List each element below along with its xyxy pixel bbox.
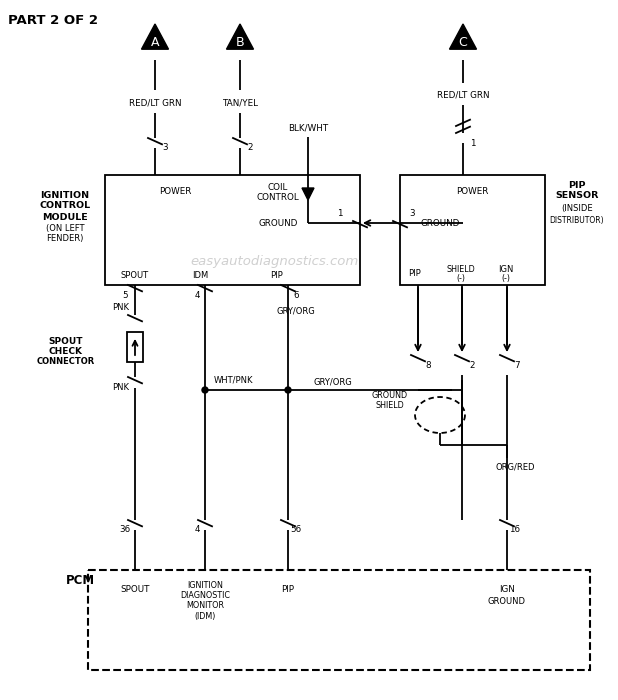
Text: BLK/WHT: BLK/WHT [288,123,328,132]
Text: (-): (-) [457,274,465,284]
Text: 4: 4 [194,290,200,300]
Bar [105,175,360,285]
Text: MODULE: MODULE [42,213,88,221]
Text: IGNITION: IGNITION [40,190,90,199]
Circle shape [202,387,208,393]
Text: easyautodiagnostics.com: easyautodiagnostics.com [191,256,359,269]
Text: PNK: PNK [112,384,130,393]
Text: 2: 2 [247,144,253,153]
Text: 6: 6 [294,290,298,300]
Text: RED/LT GRN: RED/LT GRN [437,90,489,99]
Text: MONITOR: MONITOR [186,601,224,610]
Text: FENDER): FENDER) [46,234,83,244]
Text: 16: 16 [509,526,520,535]
Text: COIL: COIL [268,183,288,192]
Text: CHECK: CHECK [49,347,83,356]
Text: 56: 56 [290,526,302,535]
Text: DIAGNOSTIC: DIAGNOSTIC [180,592,230,601]
Text: 4: 4 [194,526,200,535]
Text: 1: 1 [337,209,343,218]
Text: GROUND: GROUND [258,218,298,228]
Text: (-): (-) [501,274,510,284]
Circle shape [285,387,291,393]
Text: TAN/YEL: TAN/YEL [222,99,258,108]
Text: 36: 36 [119,526,130,535]
Bar [127,332,143,362]
Bar [400,175,545,285]
Bar [88,570,590,670]
Text: IGN: IGN [498,265,514,274]
Text: POWER: POWER [159,188,191,197]
Text: PART 2 OF 2: PART 2 OF 2 [8,14,98,27]
Polygon shape [142,24,169,49]
Text: 3: 3 [162,144,168,153]
Text: DISTRIBUTOR): DISTRIBUTOR) [549,216,604,225]
Text: CONNECTOR: CONNECTOR [37,358,95,367]
Text: IGN: IGN [499,585,515,594]
Text: SHIELD: SHIELD [376,400,404,410]
Text: PIP: PIP [271,270,284,279]
Text: POWER: POWER [456,188,488,197]
Text: (IDM): (IDM) [194,612,216,620]
Text: SENSOR: SENSOR [556,192,599,200]
Text: GROUND: GROUND [420,218,460,228]
Text: ORG/RED: ORG/RED [495,463,535,472]
Text: GRY/ORG: GRY/ORG [277,307,315,316]
Text: PIP: PIP [282,585,295,594]
Text: PCM: PCM [66,573,95,587]
Text: GROUND: GROUND [372,391,408,400]
Text: C: C [459,36,467,50]
Text: 8: 8 [425,360,431,370]
Text: CONTROL: CONTROL [256,193,299,202]
Text: SPOUT: SPOUT [121,585,150,594]
Polygon shape [302,188,314,200]
Text: 3: 3 [409,209,415,218]
Text: IDM: IDM [192,270,208,279]
Text: GROUND: GROUND [488,596,526,606]
Text: GRY/ORG: GRY/ORG [313,377,352,386]
Text: 7: 7 [514,360,520,370]
Text: (ON LEFT: (ON LEFT [46,225,84,234]
Text: CONTROL: CONTROL [40,202,91,211]
Text: B: B [235,36,244,50]
Text: WHT/PNK: WHT/PNK [213,375,253,384]
Text: A: A [151,36,159,50]
Polygon shape [227,24,253,49]
Text: (INSIDE: (INSIDE [561,204,593,214]
Text: 2: 2 [469,360,475,370]
Text: 5: 5 [122,290,128,300]
Polygon shape [449,24,476,49]
Text: PNK: PNK [112,302,130,312]
Text: 1: 1 [470,139,476,148]
Text: SPOUT: SPOUT [121,270,149,279]
Text: PIP: PIP [568,181,586,190]
Text: SHIELD: SHIELD [447,265,475,274]
Text: RED/LT GRN: RED/LT GRN [129,99,181,108]
Text: SPOUT: SPOUT [49,337,83,346]
Text: IGNITION: IGNITION [187,582,223,591]
Text: PIP: PIP [408,269,421,277]
